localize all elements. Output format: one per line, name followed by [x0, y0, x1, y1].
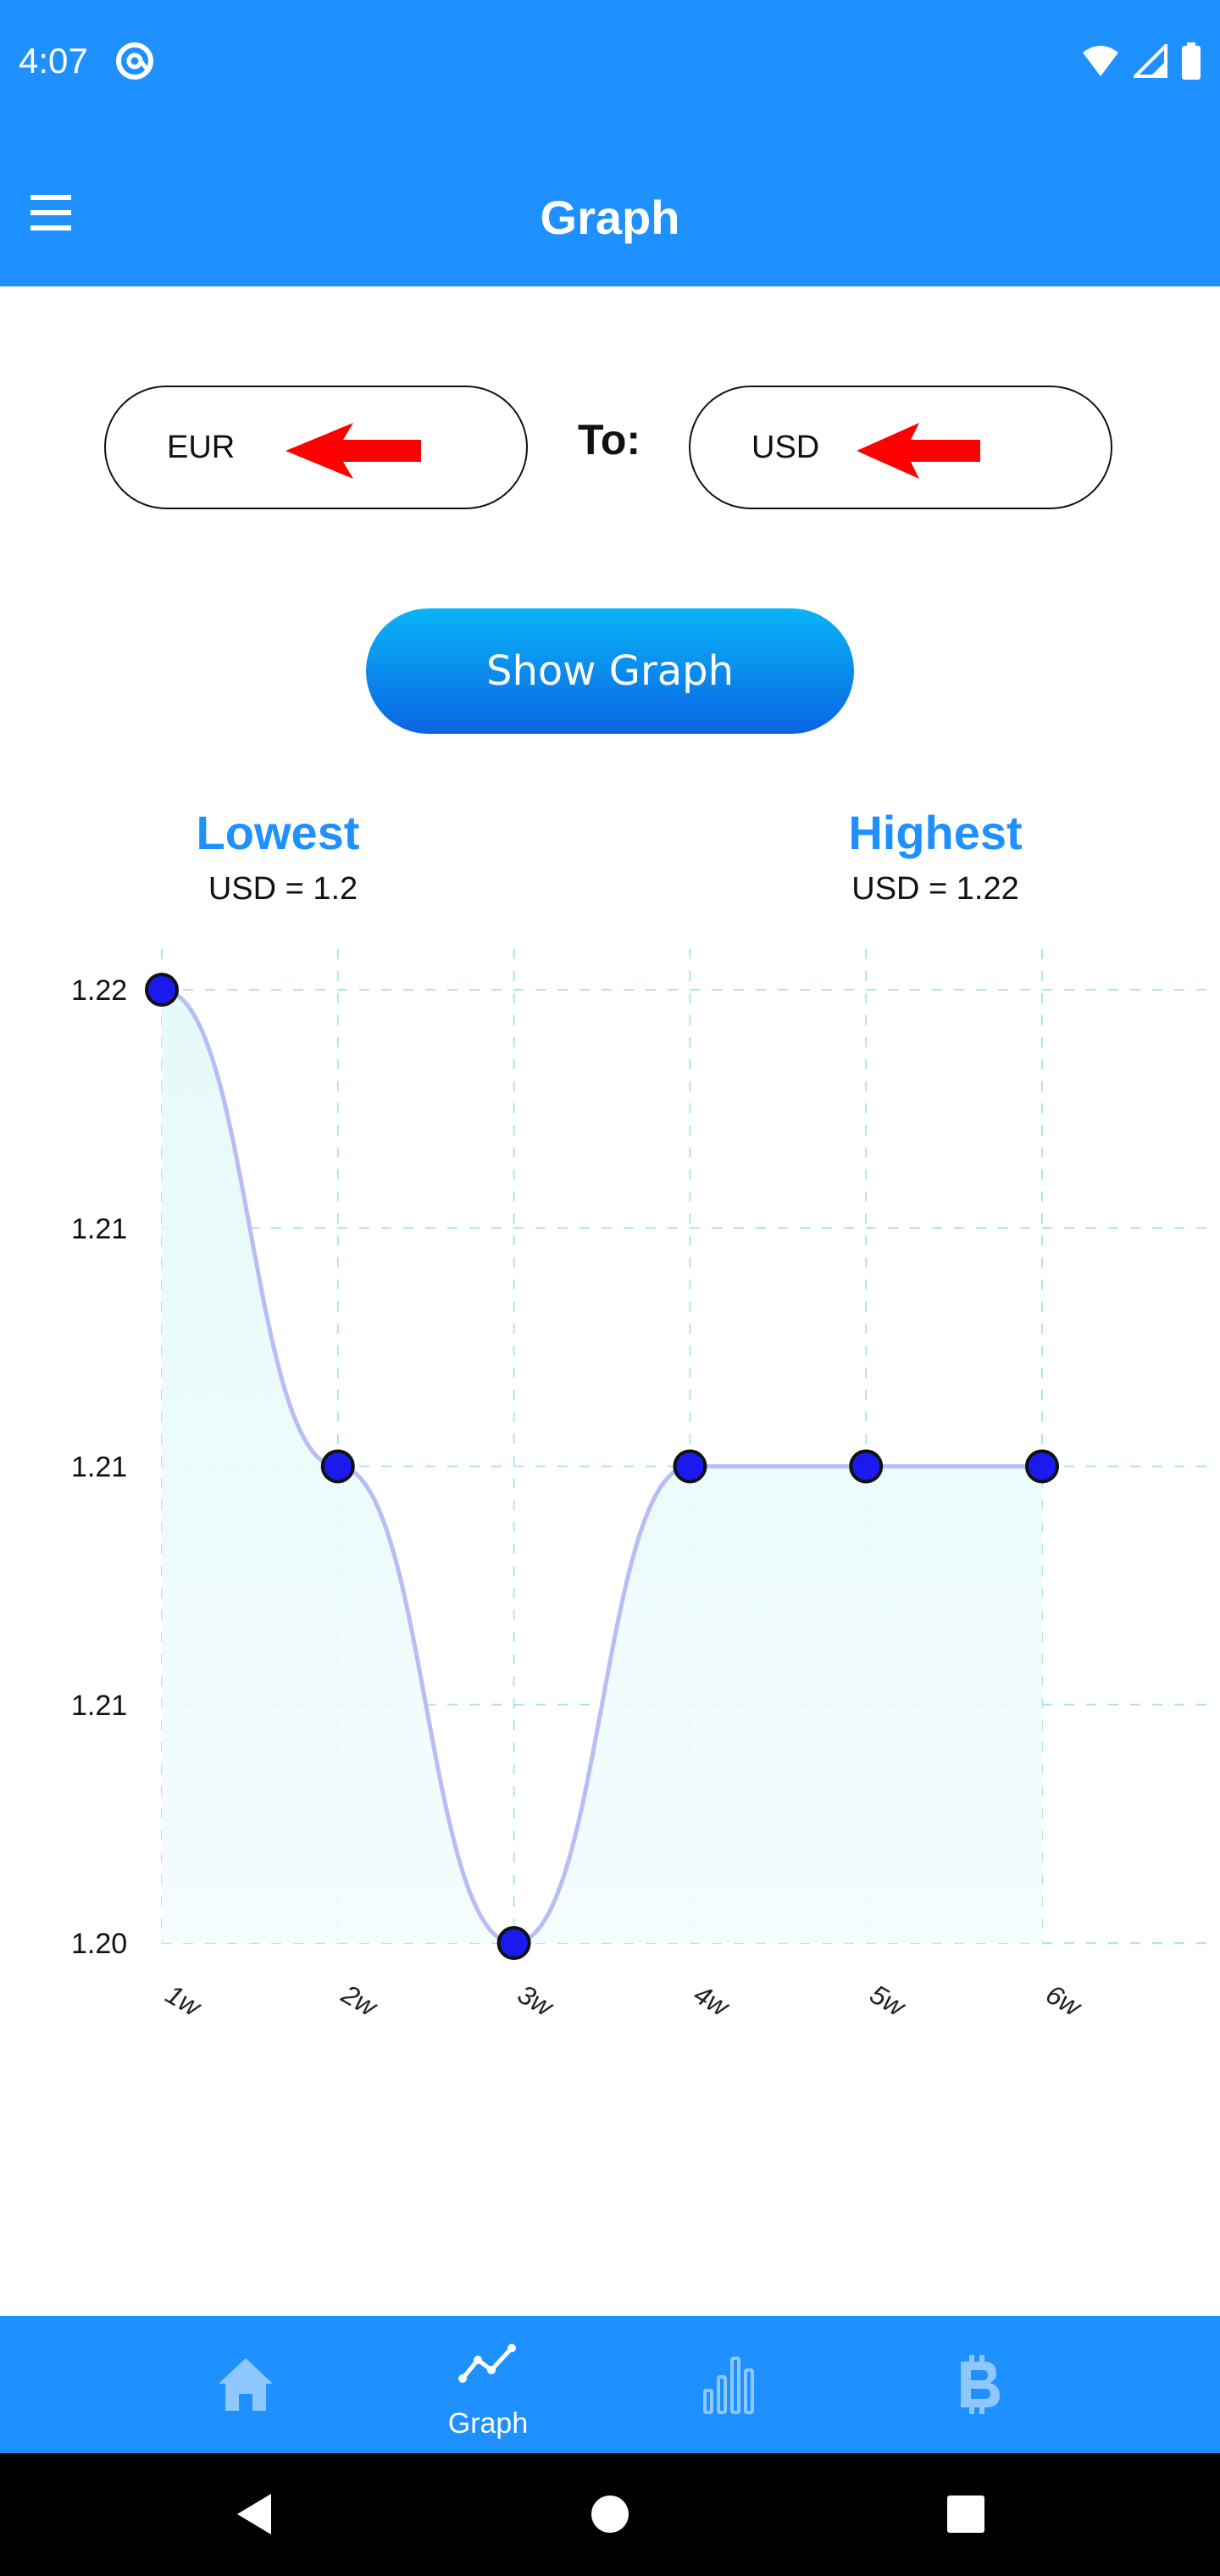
bitcoin-icon — [961, 2355, 1000, 2414]
y-tick-label: 1.21 — [71, 1452, 127, 1484]
chart-data-point — [496, 1926, 531, 1960]
y-tick-label: 1.22 — [71, 974, 127, 1007]
x-tick-label: 5w — [865, 1979, 912, 2024]
chart-data-point — [849, 1449, 884, 1484]
recents-icon[interactable] — [939, 2487, 993, 2541]
back-icon[interactable] — [227, 2487, 281, 2541]
red-arrow-left-icon — [857, 423, 980, 479]
chart-data-point — [1025, 1449, 1059, 1484]
red-arrow-left-icon — [286, 423, 421, 479]
x-tick-label: 6w — [1041, 1979, 1088, 2024]
wifi-icon — [1083, 46, 1118, 76]
signal-icon — [1134, 44, 1167, 78]
nav-graph[interactable]: Graph — [403, 2316, 573, 2453]
status-bar: 4:07 — [0, 0, 1220, 127]
status-icons — [1081, 41, 1201, 81]
battery-icon — [1182, 42, 1201, 80]
highest-value: USD = 1.22 — [851, 871, 1019, 907]
chart-data-point — [145, 973, 179, 1007]
bottom-navigation: Graph — [0, 2316, 1220, 2453]
app-bar: Graph — [0, 127, 1220, 286]
system-navigation-bar — [0, 2453, 1220, 2576]
home-icon — [219, 2358, 273, 2411]
x-tick-label: 2w — [336, 1978, 383, 2023]
nav-home[interactable] — [161, 2316, 330, 2453]
to-currency-value: USD — [751, 430, 820, 465]
y-tick-label: 1.20 — [71, 1928, 127, 1960]
to-label: To: — [578, 416, 641, 464]
nav-stats[interactable] — [646, 2316, 815, 2453]
page-title: Graph — [540, 191, 680, 244]
home-circle-icon[interactable] — [583, 2487, 637, 2541]
status-time: 4:07 — [19, 41, 88, 80]
from-currency-value: EUR — [167, 430, 236, 465]
chart-data-point — [673, 1449, 707, 1484]
nav-crypto[interactable] — [893, 2316, 1062, 2453]
to-currency-dropdown[interactable]: USD — [689, 386, 1112, 509]
x-tick-label: 1w — [161, 1979, 208, 2024]
chart-area-fill — [162, 990, 1042, 1943]
line-chart-icon — [458, 2344, 516, 2383]
y-tick-label: 1.21 — [71, 1213, 127, 1245]
y-tick-label: 1.21 — [71, 1690, 127, 1722]
from-currency-dropdown[interactable]: EUR — [104, 386, 528, 509]
lowest-title: Lowest — [196, 806, 360, 859]
nav-graph-label: Graph — [447, 2407, 529, 2440]
highest-title: Highest — [848, 806, 1023, 859]
chart-data-point — [320, 1449, 355, 1484]
exchange-rate-line-chart: 1.22 1.21 1.21 1.21 1.20 1w 2w 3w 4w 5w 6w — [71, 949, 1212, 2024]
x-tick-label: 4w — [689, 1979, 735, 2024]
x-tick-label: 3w — [513, 1979, 559, 2024]
at-sign-icon — [116, 42, 153, 80]
show-graph-button[interactable]: Show Graph — [366, 608, 854, 734]
lowest-value: USD = 1.2 — [208, 871, 358, 907]
hamburger-menu-icon[interactable] — [24, 192, 78, 234]
bar-chart-icon — [703, 2357, 754, 2414]
